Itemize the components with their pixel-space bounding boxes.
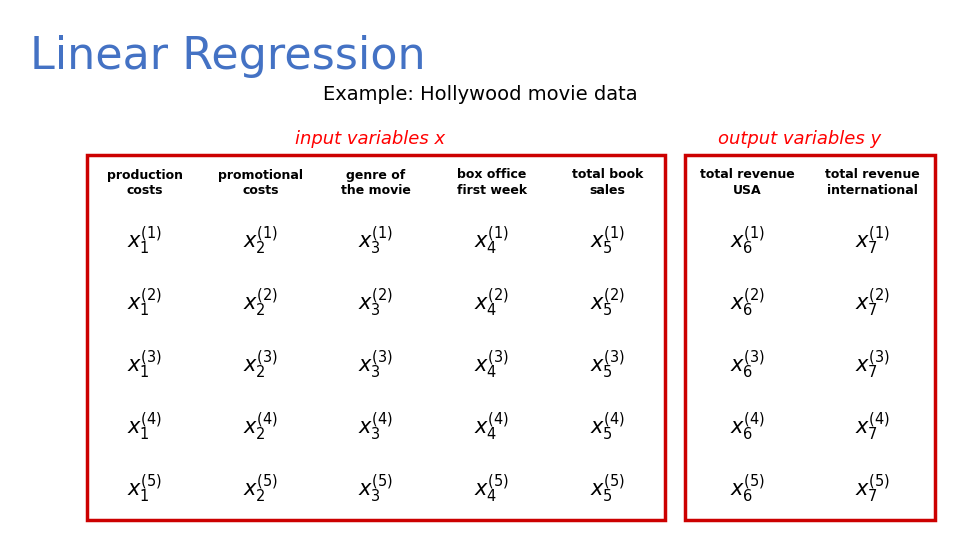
- Text: total book
sales: total book sales: [571, 168, 643, 197]
- Text: $x_{1}^{(2)}$: $x_{1}^{(2)}$: [127, 287, 162, 319]
- Text: total revenue
international: total revenue international: [826, 168, 920, 197]
- Text: $x_{6}^{(4)}$: $x_{6}^{(4)}$: [730, 410, 765, 443]
- Text: $x_{4}^{(5)}$: $x_{4}^{(5)}$: [474, 472, 509, 505]
- Text: $x_{2}^{(1)}$: $x_{2}^{(1)}$: [243, 225, 278, 258]
- Text: $x_{2}^{(5)}$: $x_{2}^{(5)}$: [243, 472, 278, 505]
- Text: $x_{2}^{(4)}$: $x_{2}^{(4)}$: [243, 410, 278, 443]
- Text: Example: Hollywood movie data: Example: Hollywood movie data: [323, 85, 637, 104]
- Text: $x_{3}^{(1)}$: $x_{3}^{(1)}$: [358, 225, 394, 258]
- Text: total revenue
USA: total revenue USA: [700, 168, 795, 197]
- Text: $x_{1}^{(3)}$: $x_{1}^{(3)}$: [127, 349, 162, 381]
- Text: $x_{4}^{(2)}$: $x_{4}^{(2)}$: [474, 287, 509, 319]
- Text: $x_{3}^{(5)}$: $x_{3}^{(5)}$: [358, 472, 394, 505]
- Text: box office
first week: box office first week: [457, 168, 527, 197]
- Text: $x_{5}^{(2)}$: $x_{5}^{(2)}$: [589, 287, 625, 319]
- Text: $x_{2}^{(3)}$: $x_{2}^{(3)}$: [243, 349, 278, 381]
- Text: $x_{4}^{(3)}$: $x_{4}^{(3)}$: [474, 349, 509, 381]
- Text: $x_{7}^{(4)}$: $x_{7}^{(4)}$: [854, 410, 890, 443]
- Text: $x_{3}^{(3)}$: $x_{3}^{(3)}$: [358, 349, 394, 381]
- Text: $x_{6}^{(5)}$: $x_{6}^{(5)}$: [730, 472, 765, 505]
- Text: genre of
the movie: genre of the movie: [341, 168, 411, 197]
- Text: output variables y: output variables y: [718, 130, 881, 148]
- Text: $x_{2}^{(2)}$: $x_{2}^{(2)}$: [243, 287, 278, 319]
- Text: input variables x: input variables x: [295, 130, 445, 148]
- Text: production
costs: production costs: [107, 168, 182, 197]
- Text: $x_{5}^{(4)}$: $x_{5}^{(4)}$: [589, 410, 625, 443]
- Text: $x_{5}^{(1)}$: $x_{5}^{(1)}$: [589, 225, 625, 258]
- Text: $x_{6}^{(2)}$: $x_{6}^{(2)}$: [730, 287, 765, 319]
- Text: $x_{4}^{(4)}$: $x_{4}^{(4)}$: [474, 410, 509, 443]
- Text: $x_{7}^{(5)}$: $x_{7}^{(5)}$: [854, 472, 890, 505]
- Text: $x_{5}^{(5)}$: $x_{5}^{(5)}$: [589, 472, 625, 505]
- Text: $x_{1}^{(5)}$: $x_{1}^{(5)}$: [127, 472, 162, 505]
- Text: Linear Regression: Linear Regression: [30, 35, 425, 78]
- Text: $x_{7}^{(1)}$: $x_{7}^{(1)}$: [854, 225, 890, 258]
- Text: $x_{7}^{(2)}$: $x_{7}^{(2)}$: [854, 287, 890, 319]
- Text: $x_{3}^{(4)}$: $x_{3}^{(4)}$: [358, 410, 394, 443]
- Text: $x_{4}^{(1)}$: $x_{4}^{(1)}$: [474, 225, 509, 258]
- Text: $x_{6}^{(1)}$: $x_{6}^{(1)}$: [730, 225, 765, 258]
- Text: $x_{3}^{(2)}$: $x_{3}^{(2)}$: [358, 287, 394, 319]
- Text: $x_{1}^{(1)}$: $x_{1}^{(1)}$: [127, 225, 162, 258]
- Text: $x_{6}^{(3)}$: $x_{6}^{(3)}$: [730, 349, 765, 381]
- Text: $x_{1}^{(4)}$: $x_{1}^{(4)}$: [127, 410, 162, 443]
- Text: $x_{7}^{(3)}$: $x_{7}^{(3)}$: [854, 349, 890, 381]
- Text: $x_{5}^{(3)}$: $x_{5}^{(3)}$: [589, 349, 625, 381]
- Text: promotional
costs: promotional costs: [218, 168, 303, 197]
